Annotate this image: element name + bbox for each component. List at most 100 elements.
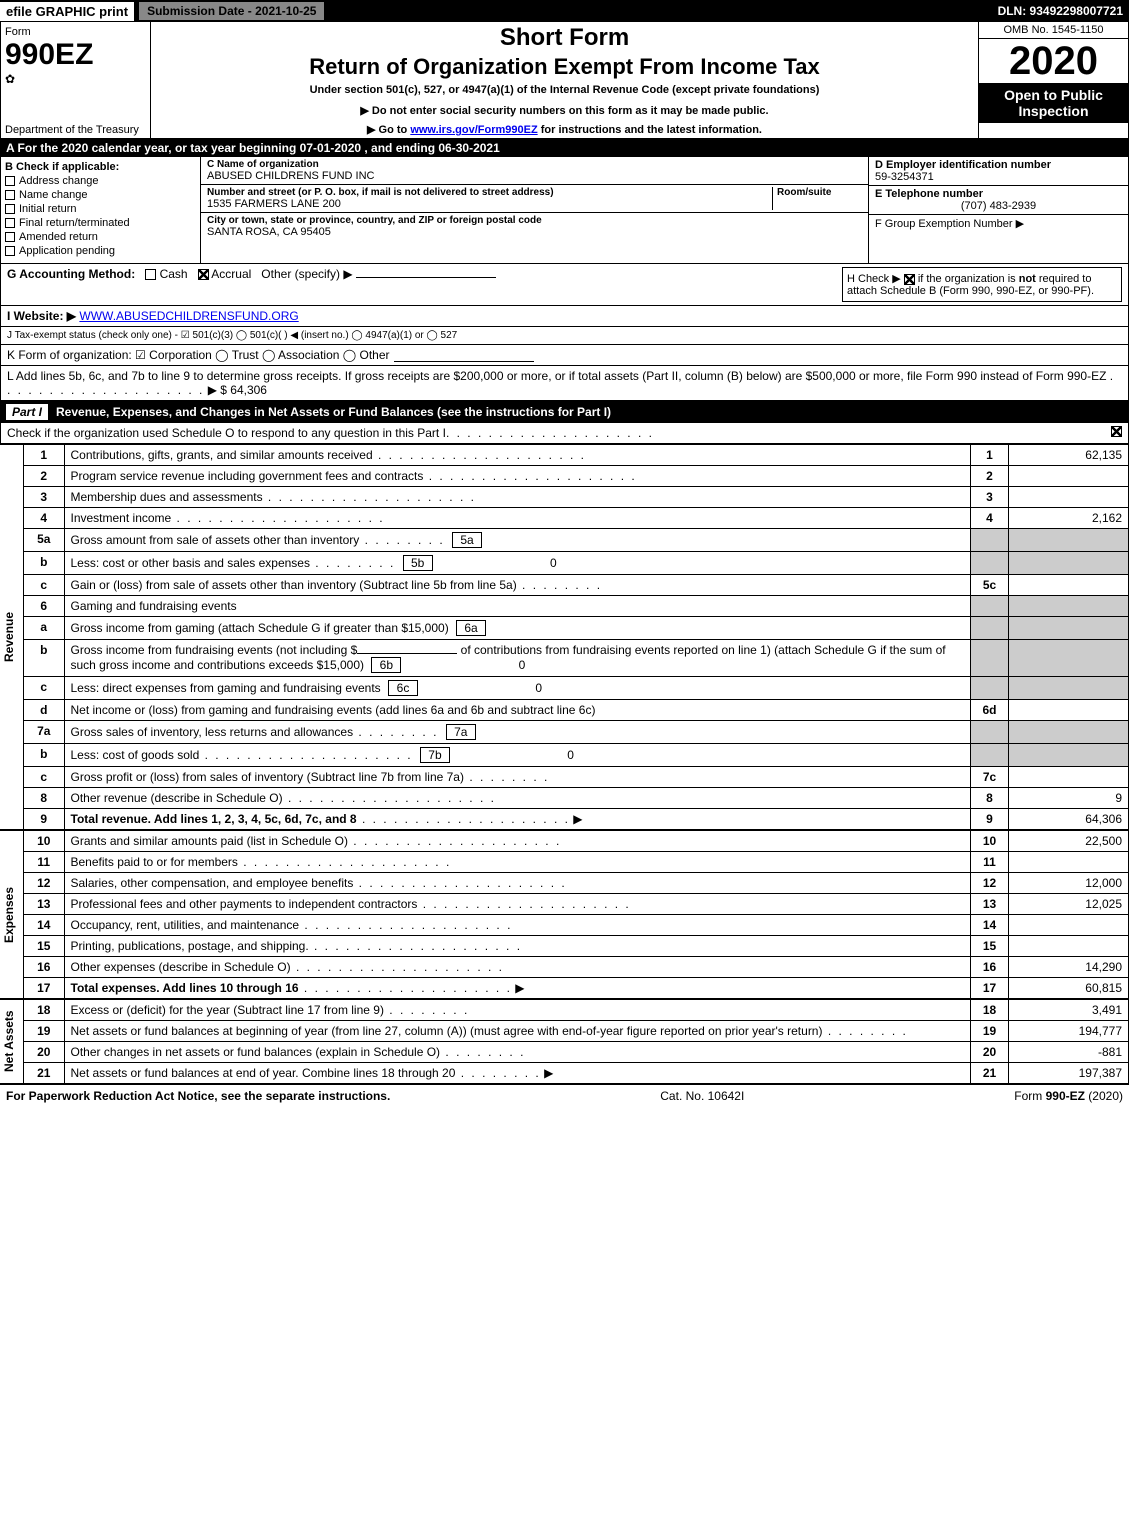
website-link[interactable]: WWW.ABUSEDCHILDRENSFUND.ORG (79, 309, 298, 323)
column-c-org-info: C Name of organization ABUSED CHILDRENS … (201, 157, 868, 263)
part-i-sub-text: Check if the organization used Schedule … (7, 426, 446, 440)
final-return-checkbox[interactable] (5, 218, 15, 228)
street-label: Number and street (or P. O. box, if mail… (207, 187, 772, 198)
line-value: 9 (1009, 788, 1129, 809)
paperwork-notice: For Paperwork Reduction Act Notice, see … (6, 1089, 390, 1103)
line-desc: Excess or (deficit) for the year (Subtra… (71, 1003, 384, 1017)
return-title: Return of Organization Exempt From Incom… (157, 54, 972, 80)
table-row: bGross income from fundraising events (n… (24, 640, 1129, 677)
cash-checkbox[interactable] (145, 269, 156, 280)
schedule-o-checkbox[interactable] (1111, 426, 1122, 437)
section-bcd: B Check if applicable: Address change Na… (0, 157, 1129, 264)
line-value: 12,025 (1009, 894, 1129, 915)
part-i-label: Part I (6, 404, 48, 420)
h-checkbox[interactable] (904, 274, 915, 285)
ein-label: D Employer identification number (875, 159, 1122, 171)
line-value: 62,135 (1009, 445, 1129, 466)
efile-print-label[interactable]: efile GRAPHIC print (0, 2, 134, 21)
initial-return-checkbox[interactable] (5, 204, 15, 214)
expenses-table: 10Grants and similar amounts paid (list … (24, 830, 1129, 999)
row-a-tax-year: A For the 2020 calendar year, or tax yea… (0, 139, 1129, 157)
table-row: 12Salaries, other compensation, and empl… (24, 873, 1129, 894)
line-desc: Net assets or fund balances at end of ye… (71, 1066, 456, 1080)
ein-value: 59-3254371 (875, 171, 1122, 183)
row-l-amount: ▶ $ 64,306 (208, 383, 267, 397)
table-row: 15Printing, publications, postage, and s… (24, 936, 1129, 957)
line-value (1009, 700, 1129, 721)
line-desc: Net assets or fund balances at beginning… (71, 1024, 823, 1038)
other-specify-input[interactable] (356, 277, 496, 278)
table-row: 18Excess or (deficit) for the year (Subt… (24, 1000, 1129, 1021)
line-desc: Gross amount from sale of assets other t… (71, 533, 360, 547)
inner-box-6c: 6c (388, 680, 418, 696)
line-value: 22,500 (1009, 831, 1129, 852)
inner-val-7b: 0 (454, 748, 574, 762)
do-not-enter: ▶ Do not enter social security numbers o… (157, 104, 972, 117)
table-row: 6Gaming and fundraising events (24, 596, 1129, 617)
line-value (1009, 936, 1129, 957)
line-desc: Occupancy, rent, utilities, and maintena… (71, 918, 300, 932)
line-value: 197,387 (1009, 1063, 1129, 1084)
address-change-checkbox[interactable] (5, 176, 15, 186)
contrib-amount-input[interactable] (357, 653, 457, 654)
open-to-public: Open to Public Inspection (979, 83, 1128, 123)
table-row: 19Net assets or fund balances at beginni… (24, 1021, 1129, 1042)
line-desc: Professional fees and other payments to … (71, 897, 418, 911)
column-d-identifiers: D Employer identification number 59-3254… (868, 157, 1128, 263)
line-desc: Gross profit or (loss) from sales of inv… (71, 770, 464, 784)
line-value (1009, 915, 1129, 936)
other-org-input[interactable] (394, 348, 534, 362)
accrual-checkbox[interactable] (198, 269, 209, 280)
inner-val-5b: 0 (437, 556, 557, 570)
line-desc: Net income or (loss) from gaming and fun… (71, 703, 596, 717)
application-pending-label: Application pending (19, 245, 115, 257)
org-name-label: C Name of organization (207, 159, 862, 170)
cash-label: Cash (160, 267, 188, 281)
revenue-table: 1Contributions, gifts, grants, and simil… (24, 444, 1129, 830)
table-row: 16Other expenses (describe in Schedule O… (24, 957, 1129, 978)
line-value (1009, 767, 1129, 788)
form-label: Form (5, 26, 146, 38)
expenses-tab: Expenses (0, 830, 24, 999)
line-desc: Investment income (71, 511, 172, 525)
department-label: Department of the Treasury (5, 124, 139, 136)
irs-link[interactable]: www.irs.gov/Form990EZ (410, 124, 537, 136)
row-k-form-org: K Form of organization: ☑ Corporation ◯ … (1, 345, 1128, 366)
telephone-label: E Telephone number (875, 188, 1122, 200)
inner-box-7a: 7a (446, 724, 476, 740)
line-desc: Gross income from gaming (attach Schedul… (71, 621, 449, 635)
accounting-method-label: G Accounting Method: (7, 267, 135, 281)
line-desc: Printing, publications, postage, and shi… (71, 939, 309, 953)
top-bar: efile GRAPHIC print Submission Date - 20… (0, 0, 1129, 22)
tax-exempt-status: J Tax-exempt status (check only one) - ☑… (7, 330, 457, 341)
column-b-checkboxes: B Check if applicable: Address change Na… (1, 157, 201, 263)
header-right: OMB No. 1545-1150 2020 Open to Public In… (978, 22, 1128, 138)
page-footer: For Paperwork Reduction Act Notice, see … (0, 1084, 1129, 1107)
line-desc: Less: cost of goods sold (71, 748, 200, 762)
website-label: I Website: ▶ (7, 309, 76, 323)
final-return-label: Final return/terminated (19, 217, 130, 229)
dots-icon (446, 426, 654, 440)
cat-number: Cat. No. 10642I (660, 1089, 744, 1103)
table-row: dNet income or (loss) from gaming and fu… (24, 700, 1129, 721)
line-desc: Total expenses. Add lines 10 through 16 (71, 981, 299, 995)
name-change-checkbox[interactable] (5, 190, 15, 200)
line-desc: Program service revenue including govern… (71, 469, 424, 483)
table-row: bLess: cost of goods sold 7b0 (24, 744, 1129, 767)
street-value: 1535 FARMERS LANE 200 (207, 198, 772, 210)
amended-return-checkbox[interactable] (5, 232, 15, 242)
line-value (1009, 487, 1129, 508)
application-pending-checkbox[interactable] (5, 246, 15, 256)
inner-box-5a: 5a (452, 532, 482, 548)
table-row: 5a Gross amount from sale of assets other… (24, 529, 1129, 552)
goto-pre: ▶ Go to (367, 124, 410, 136)
table-row: cLess: direct expenses from gaming and f… (24, 677, 1129, 700)
table-row: cGain or (loss) from sale of assets othe… (24, 575, 1129, 596)
rows-g-through-l: G Accounting Method: Cash Accrual Other … (0, 264, 1129, 401)
revenue-tab: Revenue (0, 444, 24, 830)
dln-number: DLN: 93492298007721 (998, 4, 1129, 18)
inner-val-6c: 0 (422, 681, 542, 695)
net-assets-table: 18Excess or (deficit) for the year (Subt… (24, 999, 1129, 1084)
table-row: cGross profit or (loss) from sales of in… (24, 767, 1129, 788)
treasury-seal-icon: ✿ (5, 72, 15, 86)
